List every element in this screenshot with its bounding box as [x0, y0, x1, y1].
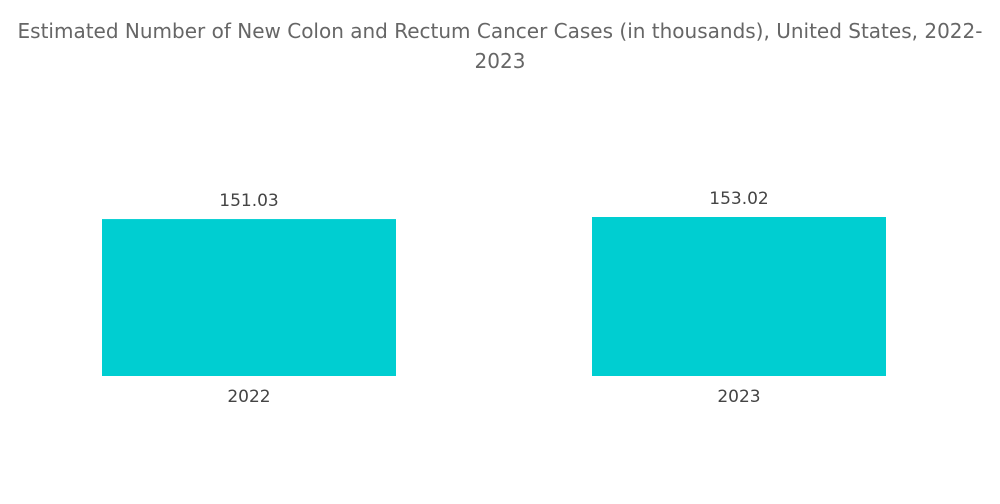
bar: [592, 217, 886, 376]
x-tick-label: 2022: [227, 387, 270, 407]
value-label: 153.02: [709, 189, 768, 209]
chart-title: Estimated Number of New Colon and Rectum…: [17, 19, 983, 73]
value-label: 151.03: [219, 191, 278, 211]
bar: [102, 219, 396, 376]
x-tick-label: 2023: [717, 387, 760, 407]
